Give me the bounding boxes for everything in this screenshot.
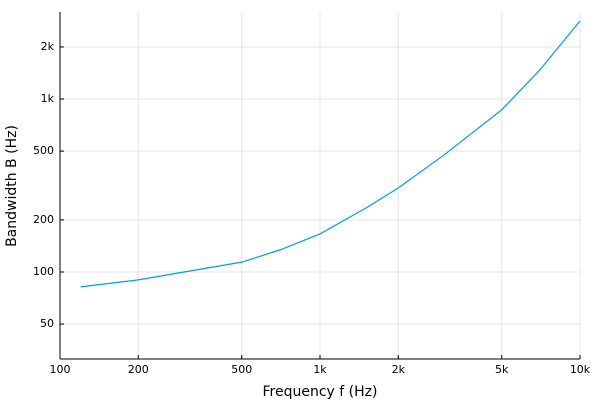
- data-line: [80, 20, 581, 288]
- x-tick-label: 10k: [570, 363, 591, 376]
- y-tick-label: 500: [33, 144, 54, 157]
- y-axis-label: Bandwidth B (Hz): [4, 125, 20, 247]
- y-tick-label: 200: [33, 213, 54, 226]
- y-tick-label: 2k: [41, 40, 55, 53]
- y-tick-label: 50: [40, 317, 54, 330]
- y-tick-label: 100: [33, 265, 54, 278]
- y-tick-label: 1k: [41, 92, 55, 105]
- x-tick-label: 500: [231, 363, 252, 376]
- x-tick-label: 1k: [313, 363, 327, 376]
- x-tick-label: 200: [128, 363, 149, 376]
- x-axis-label: Frequency f (Hz): [263, 384, 378, 400]
- x-tick-label: 2k: [392, 363, 406, 376]
- x-tick-label: 100: [50, 363, 71, 376]
- x-tick-label: 5k: [495, 363, 509, 376]
